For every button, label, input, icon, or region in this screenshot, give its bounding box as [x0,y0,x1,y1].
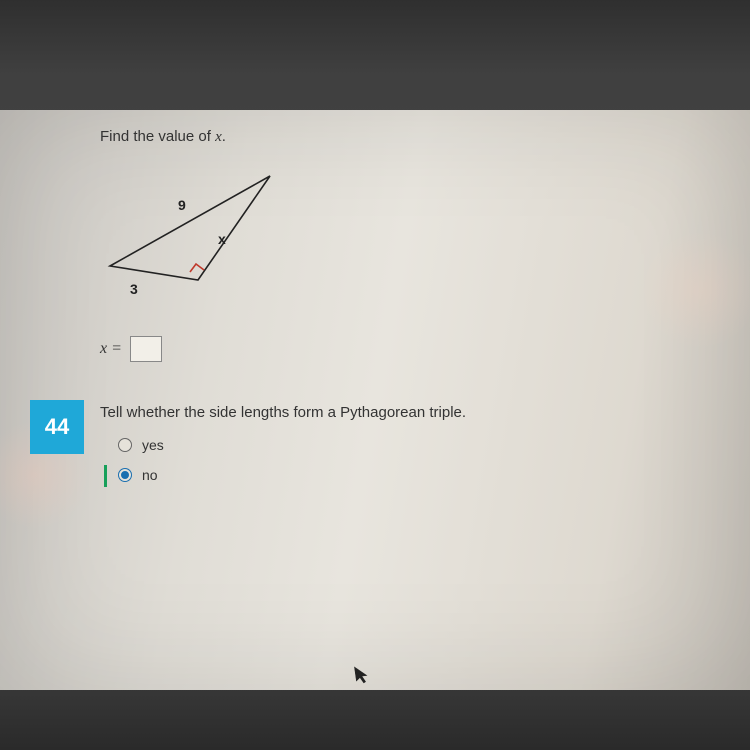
screen-area: Find the value of x. 9 x 3 x = 44 Tell w… [0,110,750,690]
radio-option-yes[interactable]: yes [100,437,466,453]
q1-prompt-suffix: . [222,128,226,145]
q1-prompt-variable: x [215,129,222,145]
selection-indicator-bar [104,465,107,487]
radio-label-yes: yes [142,437,164,453]
answer-equals: = [107,340,122,357]
label-vertical-leg: x [218,231,226,247]
question44-prompt: Tell whether the side lengths form a Pyt… [100,404,466,421]
question44-body: Tell whether the side lengths form a Pyt… [100,400,466,497]
radio-label-no: no [142,467,158,483]
triangle-svg: 9 x 3 [100,168,300,308]
question1-prompt: Find the value of x. [100,128,710,146]
q1-prompt-prefix: Find the value of [100,128,215,145]
content-area: Find the value of x. 9 x 3 x = 44 Tell w… [100,128,710,497]
question-number-badge: 44 [30,400,84,454]
radio-dot-no [121,471,129,479]
radio-circle-yes[interactable] [118,438,132,452]
answer-input[interactable] [130,336,162,362]
triangle-shape [110,176,270,280]
question44-row: 44 Tell whether the side lengths form a … [30,400,710,497]
right-angle-marker [190,264,204,272]
radio-circle-no[interactable] [118,468,132,482]
label-base: 3 [130,281,138,297]
answer-label: x = [100,340,122,358]
triangle-figure: 9 x 3 [100,168,300,308]
mouse-cursor-icon [353,664,372,691]
answer-row: x = [100,336,710,362]
radio-option-no[interactable]: no [100,467,466,483]
label-hypotenuse: 9 [178,197,186,213]
